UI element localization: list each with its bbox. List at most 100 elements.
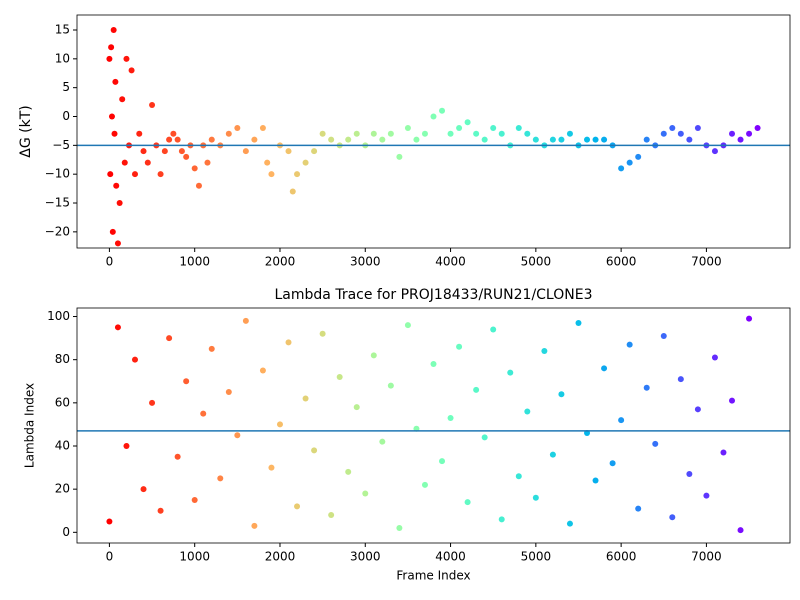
point	[108, 113, 115, 120]
point	[746, 315, 753, 322]
y-axis-label: Lambda Index	[23, 383, 37, 468]
x-tick-label: 2000	[265, 550, 296, 564]
point	[174, 136, 181, 143]
y-tick-label: 20	[55, 482, 70, 496]
point	[107, 171, 114, 178]
point	[660, 130, 667, 137]
y-axis-label: ΔG (kT)	[18, 105, 34, 157]
point	[114, 324, 121, 331]
point	[106, 55, 113, 62]
x-tick-label: 4000	[435, 550, 466, 564]
point	[345, 136, 352, 143]
point	[353, 130, 360, 137]
point	[319, 130, 326, 137]
y-tick-label: −15	[45, 196, 70, 210]
point	[592, 136, 599, 143]
point	[635, 153, 642, 160]
point	[439, 458, 446, 465]
point	[157, 507, 164, 514]
point	[729, 397, 736, 404]
point	[242, 317, 249, 324]
point	[720, 449, 727, 456]
point	[294, 171, 301, 178]
point	[532, 136, 539, 143]
point	[669, 125, 676, 132]
point	[379, 438, 386, 445]
point	[643, 384, 650, 391]
point	[396, 525, 403, 532]
point	[541, 348, 548, 355]
point	[204, 159, 211, 166]
point	[178, 148, 185, 155]
point	[174, 453, 181, 460]
point	[311, 447, 318, 454]
point	[242, 148, 249, 155]
point	[549, 451, 556, 458]
y-tick-label: 60	[55, 395, 70, 409]
point	[225, 130, 232, 137]
point	[447, 130, 454, 137]
x-tick-label: 7000	[691, 255, 722, 269]
chart-title: Lambda Trace for PROJ18433/RUN21/CLONE3	[275, 287, 593, 303]
point	[635, 505, 642, 512]
point	[161, 148, 168, 155]
point	[626, 159, 633, 166]
point	[421, 481, 428, 488]
point	[387, 130, 394, 137]
x-tick-label: 6000	[606, 255, 637, 269]
point	[268, 464, 275, 471]
point	[490, 326, 497, 333]
point	[328, 136, 335, 143]
point	[268, 171, 275, 178]
point	[131, 356, 138, 363]
x-tick-label: 1000	[179, 255, 210, 269]
point	[430, 360, 437, 367]
point	[140, 486, 147, 493]
point	[121, 159, 128, 166]
point	[302, 395, 309, 402]
x-tick-label: 3000	[350, 255, 381, 269]
point	[128, 67, 135, 74]
point	[558, 136, 565, 143]
x-tick-label: 4000	[435, 255, 466, 269]
point	[183, 378, 190, 385]
point	[584, 136, 591, 143]
y-tick-label: 100	[47, 309, 70, 323]
point	[601, 365, 608, 372]
point	[498, 516, 505, 523]
point	[208, 136, 215, 143]
point	[515, 125, 522, 132]
point	[737, 136, 744, 143]
point	[225, 389, 232, 396]
point	[345, 468, 352, 475]
point	[144, 159, 151, 166]
point	[711, 354, 718, 361]
point	[106, 518, 113, 525]
point	[601, 136, 608, 143]
point	[285, 339, 292, 346]
point	[507, 369, 514, 376]
point	[447, 414, 454, 421]
point	[123, 55, 130, 62]
point	[413, 136, 420, 143]
point	[396, 153, 403, 160]
point	[473, 386, 480, 393]
point	[575, 319, 582, 326]
point	[532, 494, 539, 501]
point	[404, 125, 411, 132]
point	[259, 125, 266, 132]
y-tick-label: −10	[45, 167, 70, 181]
point	[191, 496, 198, 503]
point	[566, 520, 573, 527]
point	[166, 136, 173, 143]
x-tick-label: 1000	[179, 550, 210, 564]
point	[439, 107, 446, 114]
point	[464, 119, 471, 126]
point	[464, 499, 471, 506]
point	[566, 130, 573, 137]
point	[618, 417, 625, 424]
point	[183, 153, 190, 160]
point	[328, 512, 335, 519]
point	[737, 527, 744, 534]
